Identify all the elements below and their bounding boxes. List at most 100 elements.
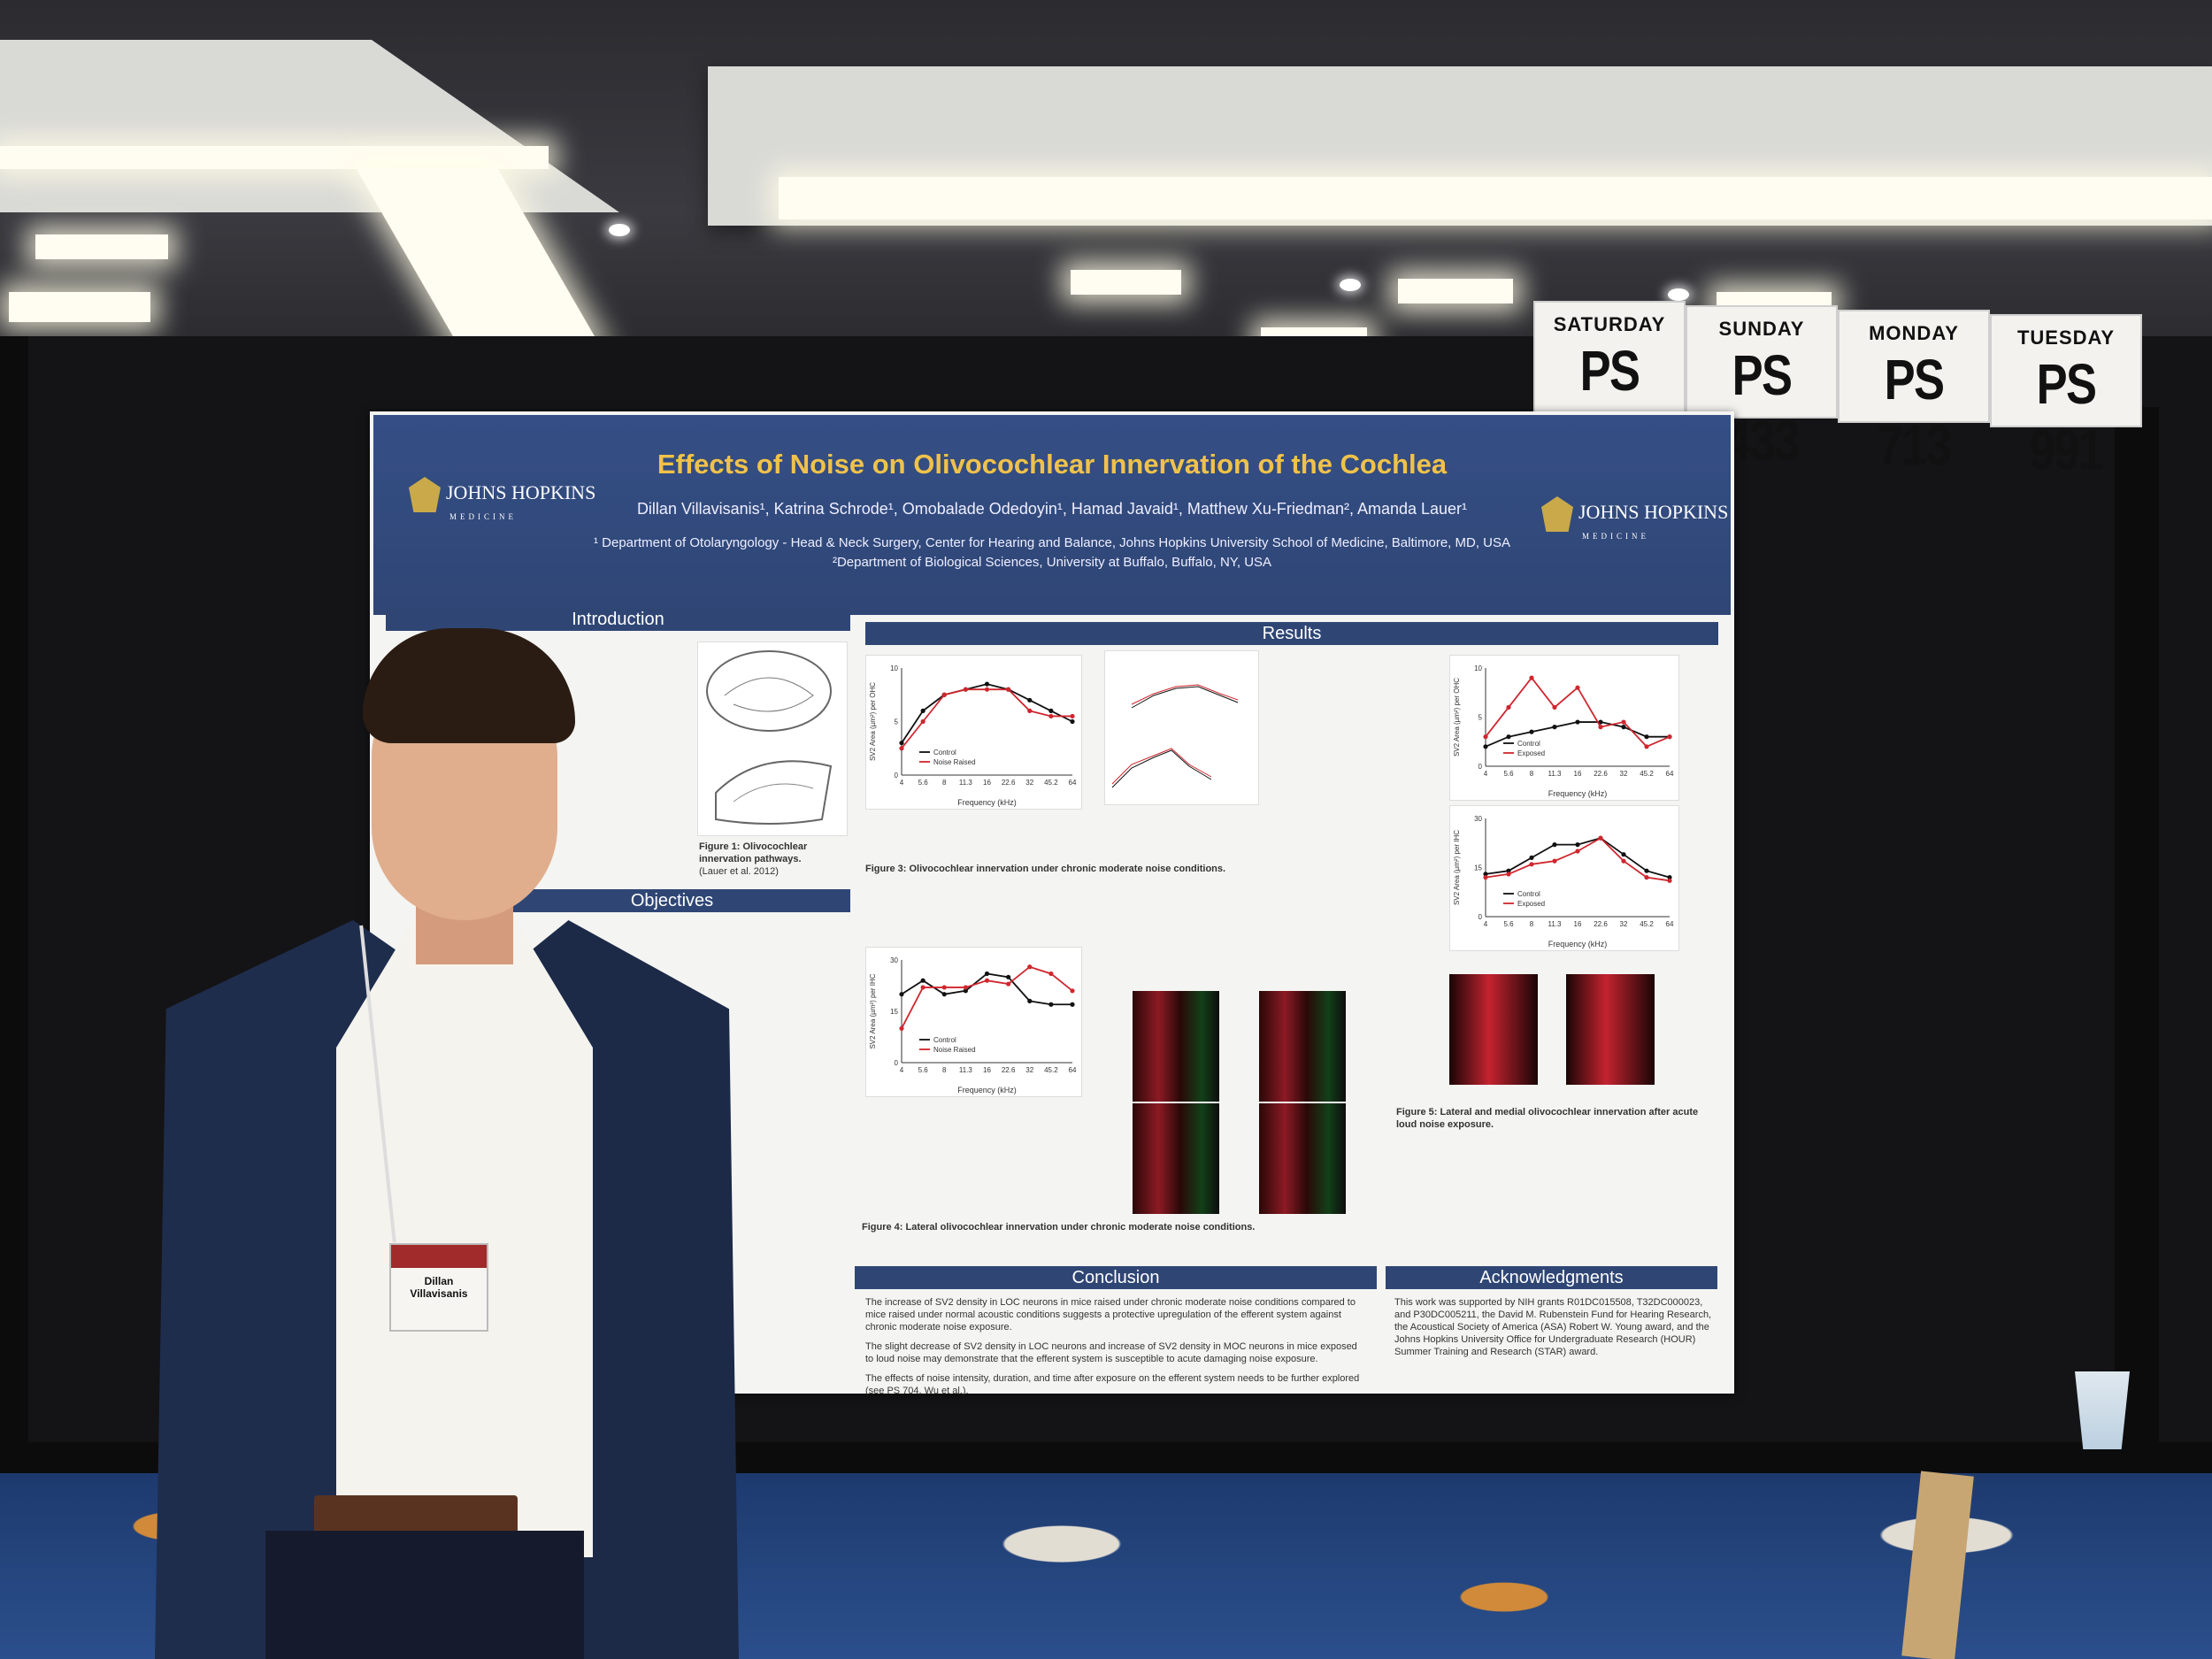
data-point	[1575, 719, 1580, 725]
data-point	[1048, 708, 1054, 713]
data-point	[963, 988, 968, 994]
data-point	[941, 692, 947, 697]
figure-5b-plot: 4 5.6 8 11.3 16 22.6 32 45.2 64 Frequency (kHz) 0 1…	[1453, 815, 1674, 949]
data-point	[1070, 988, 1075, 994]
board-frame-left	[0, 336, 28, 1478]
x-axis-label: Frequency (kHz)	[957, 798, 1017, 807]
affiliation-2: ²Department of Biological Sciences, Univ…	[832, 555, 1272, 570]
x-axis-label: Frequency (kHz)	[1548, 940, 1608, 949]
data-point	[984, 971, 990, 977]
x-tick-label: 64	[1069, 779, 1077, 787]
data-point	[1644, 744, 1649, 749]
sign-day: MONDAY	[1869, 322, 1959, 344]
figure-5-caption: Figure 5: Lateral and medial olivocochle…	[1396, 1107, 1699, 1130]
poster-title: Effects of Noise on Olivocochlear Innerv…	[657, 449, 1448, 480]
legend-label: Control	[1517, 740, 1540, 748]
cochlea-diagram	[706, 650, 833, 825]
y-tick-label: 5	[1479, 714, 1483, 722]
data-point	[1644, 875, 1649, 880]
figure-3b-plot	[1111, 684, 1239, 788]
x-tick-label: 64	[1666, 920, 1674, 928]
data-point	[1552, 725, 1557, 730]
x-tick-label: 5.6	[1503, 920, 1514, 928]
acknowledgments-text: This work was supported by NIH grants R0…	[1394, 1297, 1712, 1357]
x-tick-label: 64	[1666, 770, 1674, 778]
paper-cup	[2075, 1371, 2130, 1449]
data-point	[1598, 835, 1603, 841]
section-header-introduction: Introduction	[386, 608, 850, 631]
data-point	[1483, 875, 1488, 880]
data-point	[1006, 974, 1011, 979]
figure-4b-micrograph	[1133, 991, 1219, 1102]
person-shirt	[336, 920, 593, 1557]
figure-3-caption: Figure 3: Olivocochlear innervation unde…	[865, 864, 1226, 874]
data-point	[1575, 849, 1580, 854]
x-tick-label: 11.3	[1548, 770, 1563, 778]
data-point	[1575, 842, 1580, 848]
data-point	[1027, 708, 1033, 713]
data-point	[984, 687, 990, 692]
data-point	[1048, 713, 1054, 719]
data-point	[1006, 981, 1011, 987]
poster-authors: Dillan Villavisanis¹, Katrina Schrode¹, …	[636, 500, 1468, 518]
x-tick-label: 64	[1069, 1066, 1077, 1074]
x-tick-label: 32	[1620, 770, 1628, 778]
figure-3b-chart	[1104, 650, 1259, 805]
figure-5b-chart: 4 5.6 8 11.3 16 22.6 32 45.2 64 Frequency (kHz) 0 1…	[1449, 805, 1679, 951]
x-tick-label: 4	[900, 779, 904, 787]
x-tick-label: 11.3	[959, 1066, 973, 1074]
board-frame-right	[2115, 407, 2159, 1478]
poster-affiliations: ¹ Department of Otolaryngology - Head & …	[373, 534, 1731, 572]
x-tick-label: 5.6	[918, 1066, 929, 1074]
data-point	[1506, 868, 1511, 873]
legend-label: Control	[933, 749, 956, 757]
figure-4c-micrograph	[1259, 991, 1346, 1102]
y-axis-label: SV2 Area (µm²) per OHC	[1453, 678, 1461, 757]
data-point	[1621, 725, 1626, 730]
y-tick-label: 0	[895, 1059, 899, 1067]
person-belt	[314, 1495, 518, 1534]
poster-header: JOHNS HOPKINS MEDICINE JOHNS HOPKINS MED…	[373, 415, 1731, 615]
ceiling-spotlight	[609, 224, 630, 236]
figure-4b-micrograph	[1133, 1103, 1219, 1214]
x-tick-label: 8	[942, 1066, 947, 1074]
x-tick-label: 16	[983, 1066, 991, 1074]
figure-4a-plot: 4 5.6 8 11.3 16 22.6 32 45.2 64 Frequency (kHz) 0 1…	[869, 956, 1077, 1094]
y-tick-label: 10	[1474, 664, 1482, 672]
conclusion-point: The effects of noise intensity, duration…	[865, 1373, 1360, 1396]
data-point	[1070, 718, 1075, 725]
data-point	[899, 992, 904, 997]
y-tick-label: 30	[1474, 815, 1482, 823]
x-tick-label: 11.3	[959, 779, 973, 787]
conclusion-point: The slight decrease of SV2 density in LO…	[865, 1341, 1357, 1364]
x-tick-label: 4	[900, 1066, 904, 1074]
y-axis-label: SV2 Area (µm²) per IHC	[1453, 830, 1461, 905]
data-point	[899, 741, 904, 746]
research-poster: JOHNS HOPKINS MEDICINE JOHNS HOPKINS MED…	[370, 411, 1734, 1396]
ceiling-spotlight	[1668, 288, 1689, 301]
figure-5c-micrograph	[1449, 974, 1538, 1085]
data-point	[1483, 744, 1488, 749]
y-axis-label: SV2 Area (µm²) per IHC	[869, 973, 877, 1048]
x-tick-label: 8	[942, 779, 947, 787]
x-tick-label: 8	[1530, 770, 1534, 778]
data-point	[1048, 1002, 1054, 1007]
x-tick-label: 8	[1530, 920, 1534, 928]
figure-5a-chart: 4 5.6 8 11.3 16 22.6 32 45.2 64 Frequency (kHz) 0 5…	[1449, 655, 1679, 801]
data-point	[1667, 875, 1672, 880]
data-point	[1552, 842, 1557, 848]
x-tick-label: 4	[1484, 920, 1488, 928]
data-point	[1529, 862, 1534, 867]
figure-1-diagram	[697, 641, 848, 836]
ceiling-light	[1398, 279, 1513, 303]
data-point	[920, 718, 926, 725]
affiliation-1: ¹ Department of Otolaryngology - Head & …	[593, 535, 1510, 550]
badge-header	[391, 1245, 487, 1268]
sign-day: TUESDAY	[2016, 326, 2116, 349]
schedule-sign-tuesday: TUESDAY PS 991	[1990, 314, 2142, 481]
series-line	[901, 688, 1072, 749]
data-point	[1506, 734, 1511, 740]
legend-label: Exposed	[1517, 900, 1545, 908]
x-tick-label: 45.2	[1640, 770, 1654, 778]
legend-label: Noise Raised	[933, 1046, 976, 1054]
